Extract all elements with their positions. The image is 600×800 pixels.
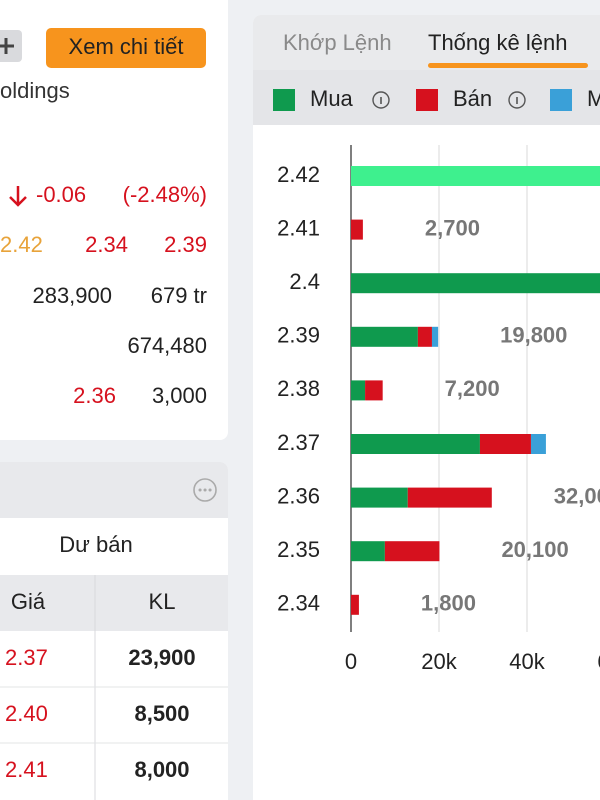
bar-segment [351, 326, 418, 347]
quote-card [0, 0, 228, 440]
bar-segment [351, 166, 600, 186]
info-glyph [380, 97, 518, 104]
x-tick-label: 20k [421, 649, 457, 674]
info-icon[interactable] [508, 91, 526, 109]
price-change-pct: (-2.48%) [123, 182, 207, 207]
tab-active[interactable]: Thống kê lệnh [428, 30, 567, 55]
bar-segment [431, 326, 439, 347]
legend-label: Mua [310, 86, 354, 111]
y-tick-label: 2.41 [277, 215, 320, 240]
ask-price: 2.37 [5, 645, 48, 670]
ask-volume: 8,000 [134, 757, 189, 782]
active-tab-underline [428, 63, 588, 68]
avg-price: 2.39 [164, 232, 207, 257]
legend-label: Bán [453, 86, 492, 111]
x-tick-label: 60k [597, 649, 600, 674]
chart-card [253, 15, 600, 800]
column-label: KL [149, 589, 176, 614]
order-book-card [0, 462, 228, 800]
legend-label: M [587, 86, 600, 111]
plus-icon [0, 38, 14, 54]
bar-segment [479, 434, 531, 454]
y-tick-label: 2.36 [277, 483, 320, 508]
y-tick-label: 2.42 [277, 162, 320, 187]
bar-segment [407, 487, 492, 508]
x-tick-label: 40k [509, 649, 545, 674]
y-tick-label: 2.37 [277, 430, 320, 455]
bar-segment [384, 541, 440, 562]
bar-segment [351, 594, 359, 615]
legend-swatch [550, 89, 572, 111]
trade-value: 679 tr [151, 283, 207, 308]
last-volume: 3,000 [152, 383, 207, 408]
total: 674,480 [127, 333, 207, 358]
y-tick-label: 2.4 [289, 269, 320, 294]
column-header [0, 575, 228, 631]
ask-volume: 23,900 [128, 645, 195, 670]
bar-segment [351, 541, 385, 562]
more-icon[interactable] [193, 478, 217, 502]
company-name: oldings [0, 78, 70, 103]
order-book-header [0, 462, 228, 518]
bar-segment [351, 380, 366, 401]
bar-segment [351, 219, 363, 240]
tab[interactable]: Khớp Lệnh [283, 30, 392, 55]
price-change: -0.06 [36, 182, 86, 207]
bar-segment [351, 434, 480, 454]
bar-segment [530, 434, 546, 454]
column-label: Giá [11, 589, 46, 614]
bar-segment [351, 273, 600, 294]
ask-price: 2.41 [5, 757, 48, 782]
tab-bar [253, 15, 600, 70]
ask-price: 2.40 [5, 701, 48, 726]
legend-swatch [416, 89, 438, 111]
y-tick-label: 2.39 [277, 323, 320, 348]
low-price: 2.34 [85, 232, 128, 257]
value-label: 32,000 [554, 483, 600, 508]
bar-segment [365, 380, 383, 401]
y-tick-label: 2.38 [277, 376, 320, 401]
value-label: 7,200 [445, 376, 500, 401]
ask-volume: 8,500 [134, 701, 189, 726]
volume: 283,900 [32, 283, 112, 308]
ref-price: 2.42 [0, 232, 43, 257]
detail-button[interactable] [46, 28, 206, 68]
y-tick-label: 2.34 [277, 591, 320, 616]
value-label: 19,800 [500, 323, 567, 348]
bar-segment [351, 487, 408, 508]
info-icon[interactable] [372, 91, 390, 109]
value-label: 1,800 [421, 591, 476, 616]
value-label: 2,700 [425, 215, 480, 240]
value-label: 20,100 [501, 537, 568, 562]
down-arrow [9, 186, 27, 207]
last-price: 2.36 [73, 383, 116, 408]
legend-swatch [273, 89, 295, 111]
detail-button-label: Xem chi tiết [69, 34, 184, 59]
bar-segment [417, 326, 432, 347]
x-tick-label: 0 [345, 649, 357, 674]
order-book-title: Dư bán [59, 532, 132, 557]
y-tick-label: 2.35 [277, 537, 320, 562]
